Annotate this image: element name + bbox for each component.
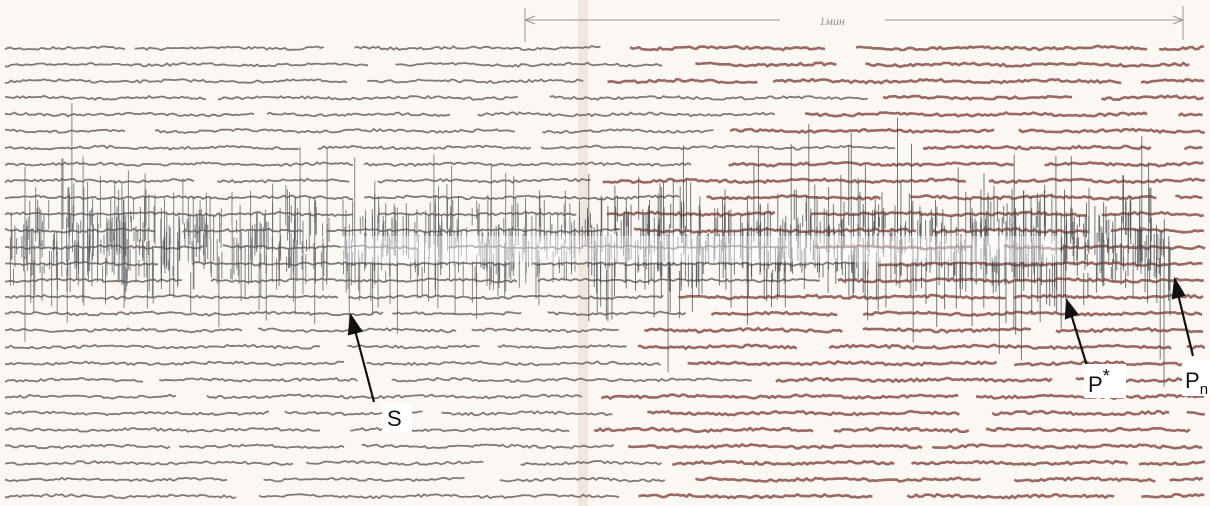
page: 1мин S P* Pn (() => { const data = JSON.… xyxy=(0,0,1210,506)
label-superscript: * xyxy=(1103,366,1110,386)
label-text: P xyxy=(1185,368,1200,393)
label-text: S xyxy=(387,406,402,431)
wash xyxy=(340,236,1060,262)
label-text: P xyxy=(1088,372,1103,397)
label-subscript: n xyxy=(1200,381,1208,398)
trace xyxy=(1179,114,1203,116)
scale-label: 1мин xyxy=(819,14,845,28)
seismogram: 1мин S P* Pn xyxy=(0,0,1210,506)
label-s: S xyxy=(387,406,402,431)
trace xyxy=(1175,196,1202,198)
